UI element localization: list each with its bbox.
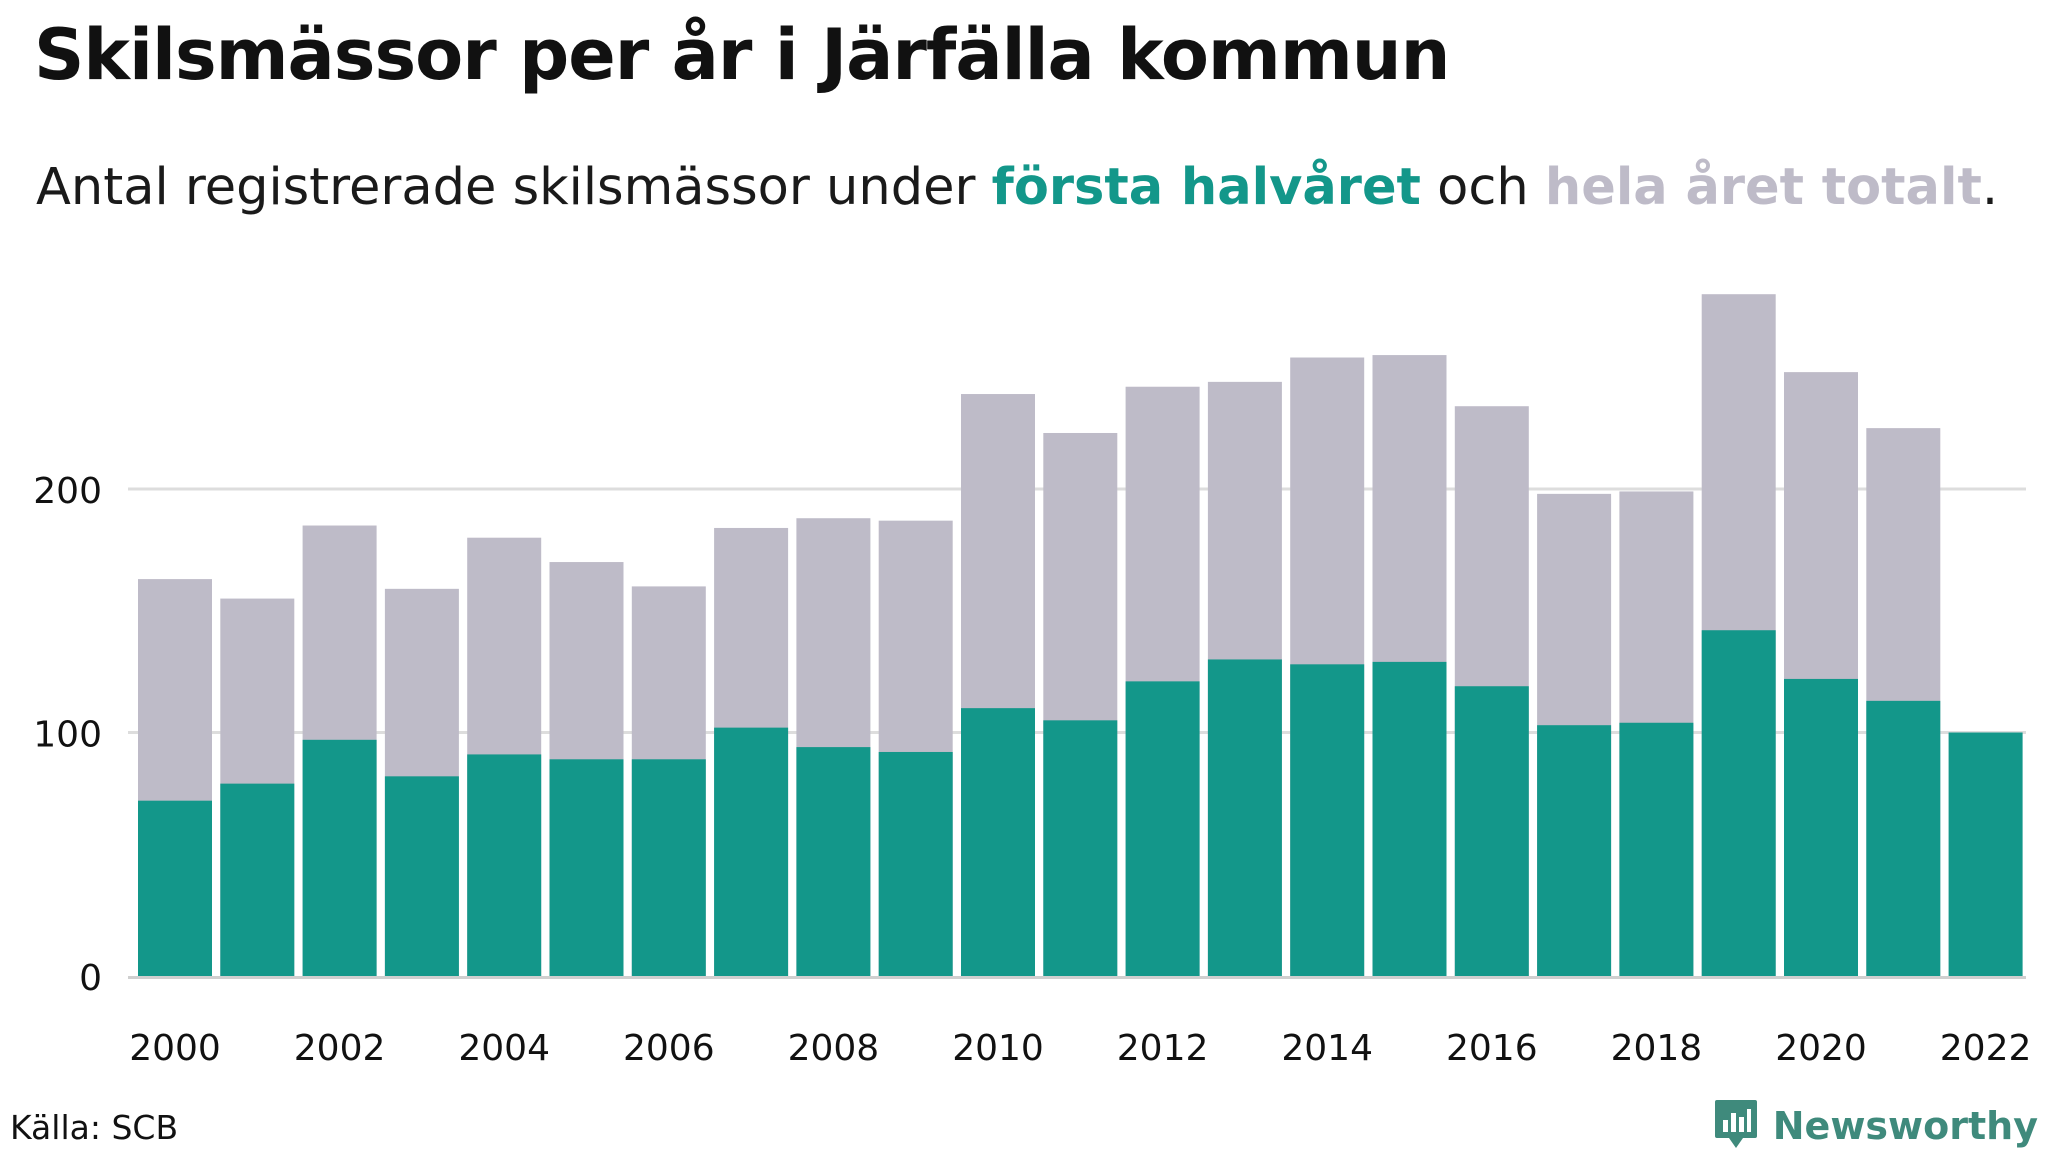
brand[interactable]: Newsworthy (1713, 1098, 2038, 1154)
bar-first-half-2018 (1619, 722, 1694, 976)
bar-first-half-2021 (1866, 700, 1941, 976)
x-axis-ticks: 2000 2002 2004 2006 2008 2010 2012 2014 2016 2018… (129, 1028, 2031, 1069)
legend-full-year: hela året totalt (1544, 158, 1982, 217)
subtitle-middle: och (1420, 158, 1545, 217)
chart-title: Skilsmässor per år i Järfälla kommun (34, 14, 1450, 96)
x-tick-label: 2014 (1281, 1028, 1373, 1069)
y-tick-label: 0 (79, 958, 102, 999)
bar-first-half-2007 (714, 727, 789, 976)
x-tick-label: 2000 (129, 1028, 221, 1069)
bar-first-half-2006 (631, 759, 706, 976)
bar-first-half-2005 (549, 759, 624, 976)
bar-first-half-2017 (1537, 725, 1612, 976)
bar-first-half-2003 (384, 776, 459, 976)
x-tick-label: 2018 (1611, 1028, 1703, 1069)
bars-first-half (138, 630, 2023, 976)
legend-first-half: första halvåret (991, 158, 1421, 217)
x-tick-label: 2002 (294, 1028, 386, 1069)
x-tick-label: 2012 (1117, 1028, 1209, 1069)
bar-first-half-2022 (1948, 732, 2023, 976)
subtitle-suffix: . (1981, 158, 1999, 217)
bar-first-half-2000 (138, 800, 212, 976)
bar-first-half-2010 (961, 708, 1035, 976)
bar-first-half-2011 (1043, 720, 1118, 976)
bar-first-half-2001 (220, 783, 295, 976)
bar-first-half-2015 (1372, 661, 1447, 976)
x-tick-label: 2020 (1775, 1028, 1867, 1069)
bar-first-half-2020 (1784, 678, 1858, 976)
brand-name: Newsworthy (1772, 1104, 2038, 1148)
y-tick-label: 200 (33, 471, 102, 512)
bar-first-half-2009 (878, 751, 953, 976)
newsworthy-logo-icon (1713, 1098, 1759, 1154)
bar-first-half-2016 (1454, 686, 1529, 976)
bar-first-half-2014 (1290, 664, 1365, 976)
y-tick-label: 100 (33, 715, 102, 756)
y-axis-ticks: 0 100 200 (33, 471, 102, 999)
x-tick-label: 2022 (1940, 1028, 2032, 1069)
bar-first-half-2008 (796, 747, 871, 976)
bar-first-half-2013 (1207, 659, 1282, 976)
x-tick-label: 2010 (952, 1028, 1044, 1069)
bar-first-half-2012 (1125, 681, 1200, 976)
x-tick-label: 2004 (458, 1028, 550, 1069)
chart-subtitle: Antal registrerade skilsmässor under för… (36, 158, 1998, 217)
source-label: Källa: SCB (10, 1108, 179, 1147)
x-tick-label: 2006 (623, 1028, 715, 1069)
x-tick-label: 2008 (788, 1028, 880, 1069)
bar-first-half-2019 (1701, 630, 1776, 976)
bar-first-half-2002 (302, 739, 377, 976)
subtitle-prefix: Antal registrerade skilsmässor under (36, 158, 992, 217)
bar-first-half-2004 (467, 754, 542, 976)
x-tick-label: 2016 (1446, 1028, 1538, 1069)
